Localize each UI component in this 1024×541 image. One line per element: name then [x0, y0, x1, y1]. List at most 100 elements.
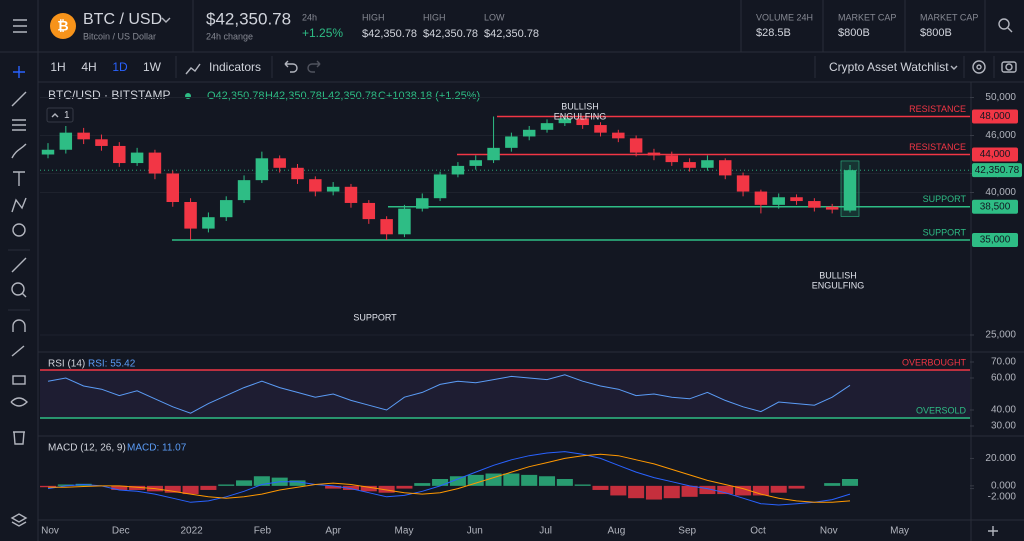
candle-body	[522, 129, 536, 137]
histogram-bar	[645, 485, 662, 500]
axis-settings[interactable]	[988, 526, 998, 536]
histogram-bar	[111, 485, 128, 490]
layers-tool[interactable]	[10, 513, 28, 527]
coin-logo	[50, 13, 76, 39]
market-value: $800B	[920, 27, 952, 39]
histogram-bar	[289, 480, 306, 486]
undo-button[interactable]	[284, 60, 298, 73]
candle-body	[540, 123, 554, 130]
candle-body	[719, 160, 732, 176]
price-tag-label: 38,500	[980, 201, 1011, 212]
chart-legend-title: BTC/USD · BITSTAMP	[48, 88, 170, 102]
candle-body	[380, 219, 393, 235]
candle-body	[326, 186, 340, 192]
candle-body	[594, 125, 607, 133]
candle-body	[665, 155, 679, 163]
crosshair-tool[interactable]	[13, 66, 25, 78]
symbol[interactable]: BTC / USD	[83, 11, 162, 28]
search-button[interactable]	[998, 18, 1013, 33]
histogram-bar	[592, 485, 609, 490]
watchlist-select[interactable]: Crypto Asset Watchlist	[829, 60, 949, 74]
x-tick-label: Aug	[608, 526, 626, 537]
x-tick-label: Sep	[678, 526, 696, 537]
drawing-mode-tool[interactable]	[11, 345, 25, 357]
band-label: OVERBOUGHT	[902, 357, 967, 367]
price-caption: 24h change	[206, 31, 253, 41]
delete-tool[interactable]	[13, 431, 25, 445]
brush-tool[interactable]	[11, 143, 27, 159]
series-toggle[interactable]: 1	[46, 107, 74, 123]
stat-label: LOW	[484, 12, 505, 22]
histogram-bar	[236, 480, 253, 486]
indicator-line	[47, 374, 851, 414]
x-tick-label: Nov	[41, 526, 59, 537]
candle-body	[772, 197, 785, 205]
visibility-tool[interactable]	[10, 397, 28, 407]
redo-button[interactable]	[307, 60, 321, 73]
candle-body	[469, 160, 482, 166]
trendline-tool[interactable]	[11, 91, 27, 107]
price-tag	[972, 233, 1018, 247]
level-label: SUPPORT	[923, 194, 967, 204]
pattern-tool[interactable]	[11, 197, 27, 213]
fib-tool[interactable]	[12, 119, 26, 131]
annotation: BULLISH	[819, 270, 857, 280]
candle-body	[558, 118, 572, 124]
market-label: MARKET CAP	[838, 12, 896, 22]
series-count: 1	[64, 110, 70, 121]
lock-tool[interactable]	[12, 375, 26, 385]
screenshot-button[interactable]	[1001, 61, 1017, 73]
ohlc-close: C+1038.18 (+1.25%)	[378, 90, 480, 102]
zoom-tool[interactable]	[11, 282, 27, 298]
ruler-tool[interactable]	[11, 257, 27, 273]
level-label: SUPPORT	[923, 227, 967, 237]
candle-body	[433, 174, 447, 199]
interval-button[interactable]: 1H	[50, 60, 65, 74]
menu-button[interactable]	[13, 19, 27, 33]
candle-body	[825, 206, 839, 210]
candle-body	[416, 198, 429, 209]
candle-body	[113, 145, 126, 164]
magnet-tool[interactable]	[12, 319, 26, 332]
candle-body	[148, 152, 162, 174]
annotation: SUPPORT	[353, 312, 397, 322]
histogram-bar	[253, 476, 270, 486]
interval-button[interactable]: 4H	[81, 60, 96, 74]
candle-body	[487, 147, 500, 161]
settings-button[interactable]	[972, 60, 986, 74]
indicators-button[interactable]: Indicators	[209, 60, 261, 74]
emoji-tool[interactable]	[12, 223, 26, 237]
candle-body	[255, 158, 269, 181]
histogram-bar	[717, 485, 734, 495]
indicator-line	[48, 453, 851, 503]
histogram-bar	[556, 479, 573, 486]
candle-body	[505, 136, 518, 148]
pane-readout: RSI: 55.42	[88, 359, 136, 370]
interval-button[interactable]: 1W	[143, 60, 162, 74]
y-tick-label: 30.00	[991, 421, 1016, 432]
annotation: BULLISH	[561, 101, 599, 111]
histogram-bar	[39, 485, 57, 488]
histogram-bar	[432, 479, 449, 486]
y-tick-label: 70.00	[991, 357, 1016, 368]
candle-body	[754, 191, 768, 205]
candle-body	[398, 208, 411, 235]
histogram-bar	[681, 485, 698, 497]
sidebar	[8, 66, 30, 527]
stat-value: $42,350.78	[484, 28, 539, 40]
histogram-bar	[770, 485, 787, 493]
change: +1.25%	[302, 26, 343, 40]
histogram-bar	[841, 479, 859, 486]
text-tool[interactable]	[13, 171, 25, 186]
interval-button-active[interactable]: 1D	[112, 60, 128, 74]
candle-body	[683, 162, 696, 168]
price-tag-label: 42,350.78	[975, 165, 1020, 176]
histogram-bar	[325, 485, 342, 489]
watchlist-dropdown[interactable]	[950, 65, 958, 70]
price-tag	[972, 199, 1018, 214]
market-label: VOLUME 24H	[756, 12, 813, 22]
symbol-dropdown[interactable]	[161, 17, 171, 23]
level-label: RESISTANCE	[909, 104, 966, 114]
